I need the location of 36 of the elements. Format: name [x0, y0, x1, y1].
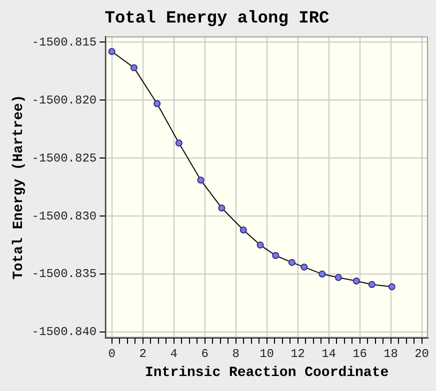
x-tick-label: 2	[139, 347, 146, 362]
x-tick-label: 10	[260, 347, 274, 362]
y-tick-label: -1500.815	[32, 35, 97, 50]
x-tick-label: 4	[170, 347, 178, 362]
x-tick-label: 6	[201, 347, 208, 362]
y-tick-label: -1500.835	[32, 267, 97, 282]
point	[154, 100, 161, 108]
point	[240, 226, 247, 234]
point	[130, 64, 138, 72]
x-tick-label: 0	[108, 347, 116, 362]
x-tick-label: 18	[384, 347, 398, 362]
point	[108, 48, 116, 55]
point	[256, 242, 264, 249]
y-tick-label: -1500.830	[32, 209, 97, 224]
x-axis-title: Intrinsic Reaction Coordinate	[144, 365, 389, 382]
point	[368, 280, 376, 288]
x-tick-label: 8	[232, 347, 240, 362]
x-tick-label: 20	[414, 347, 430, 362]
point	[318, 270, 326, 278]
x-tick-label: 12	[290, 347, 306, 362]
y-axis-title: Total Energy (Hartree)	[10, 94, 27, 280]
point	[218, 204, 226, 212]
y-tick-label: -1500.840	[32, 325, 97, 340]
y-tick-label: -1500.820	[32, 93, 97, 108]
point	[288, 258, 296, 266]
y-tick-label: -1500.825	[32, 151, 97, 166]
point	[352, 278, 360, 284]
point	[334, 274, 342, 282]
point	[175, 140, 182, 147]
point	[300, 264, 308, 271]
point	[272, 252, 280, 259]
x-tick-label: 14	[322, 347, 336, 362]
chart-title: Total Energy along IRC	[104, 9, 330, 28]
x-tick-label: 16	[352, 347, 368, 362]
point	[197, 176, 204, 184]
point	[388, 283, 396, 290]
